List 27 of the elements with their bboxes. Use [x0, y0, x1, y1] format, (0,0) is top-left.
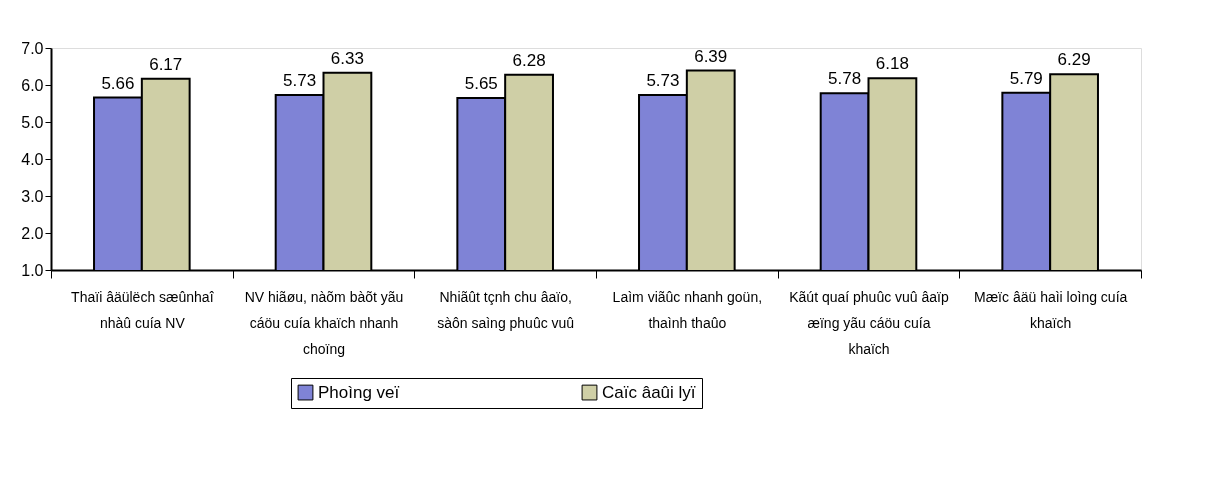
data-label: 6.17 — [149, 54, 183, 74]
x-tick-label: Nhiãût tçnh chu âaïo, sàôn saìng phuûc vuû — [437, 288, 575, 331]
y-tick-label: 3.0 — [21, 187, 44, 205]
y-tick-label: 7.0 — [21, 39, 44, 57]
legend-label: Caïc âaûi lyï — [602, 382, 696, 402]
x-tick-label: Laìm viãûc nhanh goün, thaình thaûo — [612, 288, 763, 331]
x-tick-label: NV hiãøu, nàõm bàõt yãu cáöu cuía khaïch nhanh choïng — [244, 288, 404, 357]
data-label: 6.18 — [875, 54, 909, 74]
y-tick-label: 4.0 — [21, 150, 44, 168]
x-tick-label: Kãút quaí phuûc vuû âaïp æïng yãu cáöu cuía khaïch — [789, 288, 949, 357]
y-tick-label: 5.0 — [21, 113, 44, 131]
x-tick-label: Thaïi âäülëch sæûnhaî nhàû cuía NV — [71, 288, 215, 331]
y-tick-label: 1.0 — [21, 261, 44, 279]
data-label: 5.65 — [464, 73, 498, 93]
x-tick-label: Mæïc âäü haìi loìng cuía khaïch — [974, 288, 1128, 331]
data-label: 5.79 — [1009, 68, 1043, 88]
data-label: 6.39 — [694, 46, 728, 66]
data-label: 6.33 — [330, 48, 364, 68]
legend-label: Phoìng veï — [318, 382, 400, 402]
data-label: 5.78 — [828, 69, 862, 89]
data-label: 5.66 — [101, 73, 135, 93]
y-tick-label: 6.0 — [21, 76, 44, 94]
data-label: 6.29 — [1057, 50, 1091, 70]
data-label: 5.73 — [283, 70, 317, 90]
y-tick-label: 2.0 — [21, 224, 44, 242]
data-label: 5.73 — [646, 70, 680, 90]
data-label: 6.28 — [512, 50, 546, 70]
